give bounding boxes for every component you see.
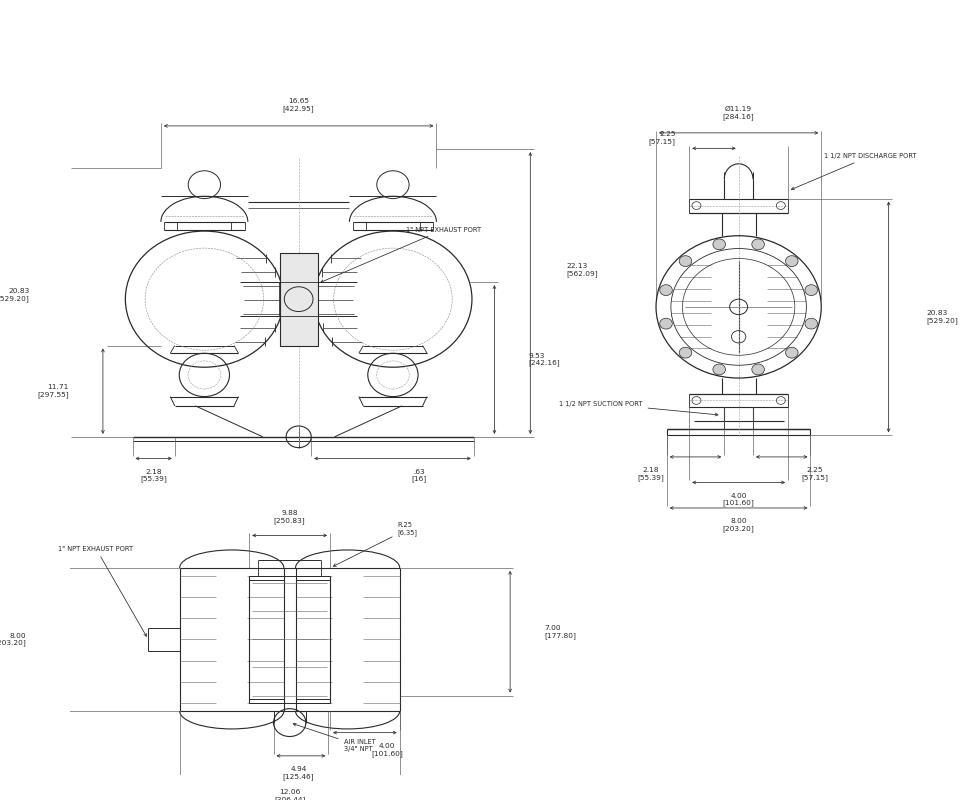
- Text: 1" NPT EXHAUST PORT: 1" NPT EXHAUST PORT: [58, 546, 146, 636]
- Text: 4.94
[125.46]: 4.94 [125.46]: [283, 766, 315, 780]
- Text: 7.00
[177.80]: 7.00 [177.80]: [545, 625, 577, 638]
- Circle shape: [786, 347, 798, 358]
- Text: 4.00
[101.60]: 4.00 [101.60]: [723, 493, 755, 506]
- Text: 12.06
[306.44]: 12.06 [306.44]: [274, 789, 305, 800]
- Text: 1" NPT EXHAUST PORT: 1" NPT EXHAUST PORT: [321, 226, 482, 282]
- Bar: [280, 253, 318, 346]
- Circle shape: [713, 239, 726, 250]
- Text: 2.25
[57.15]: 2.25 [57.15]: [649, 131, 675, 145]
- Circle shape: [660, 318, 672, 329]
- Bar: [279, 282, 319, 316]
- Text: 4.00
[101.60]: 4.00 [101.60]: [371, 742, 403, 757]
- Text: .63
[16]: .63 [16]: [412, 469, 427, 482]
- Text: 2.18
[55.39]: 2.18 [55.39]: [141, 469, 167, 482]
- Text: 9.53
[242.16]: 9.53 [242.16]: [528, 353, 560, 366]
- Circle shape: [786, 256, 798, 266]
- Text: 11.71
[297.55]: 11.71 [297.55]: [37, 384, 69, 398]
- Circle shape: [713, 364, 726, 375]
- Text: 20.83
[529.20]: 20.83 [529.20]: [0, 288, 29, 302]
- Text: 1 1/2 NPT DISCHARGE PORT: 1 1/2 NPT DISCHARGE PORT: [792, 153, 917, 190]
- Text: Ø11.19
[284.16]: Ø11.19 [284.16]: [723, 106, 755, 120]
- Text: R.25
[6.35]: R.25 [6.35]: [333, 522, 418, 566]
- Text: 2.18
[55.39]: 2.18 [55.39]: [638, 467, 664, 481]
- Circle shape: [805, 318, 818, 329]
- Text: 8.00
[203.20]: 8.00 [203.20]: [0, 633, 26, 646]
- Circle shape: [660, 285, 672, 295]
- Text: 16.65
[422.95]: 16.65 [422.95]: [283, 98, 315, 112]
- Circle shape: [679, 256, 692, 266]
- Circle shape: [752, 364, 765, 375]
- Text: 2.25
[57.15]: 2.25 [57.15]: [801, 467, 828, 481]
- Circle shape: [805, 285, 818, 295]
- Text: 22.13
[562.09]: 22.13 [562.09]: [566, 263, 598, 277]
- Text: 20.83
[529.20]: 20.83 [529.20]: [926, 310, 958, 324]
- Text: 9.88
[250.83]: 9.88 [250.83]: [274, 510, 305, 524]
- Circle shape: [752, 239, 765, 250]
- Text: AIR INLET
3/4" NPT: AIR INLET 3/4" NPT: [294, 723, 375, 752]
- Text: 8.00
[203.20]: 8.00 [203.20]: [723, 518, 755, 532]
- Circle shape: [679, 347, 692, 358]
- Text: 1 1/2 NPT SUCTION PORT: 1 1/2 NPT SUCTION PORT: [559, 401, 718, 416]
